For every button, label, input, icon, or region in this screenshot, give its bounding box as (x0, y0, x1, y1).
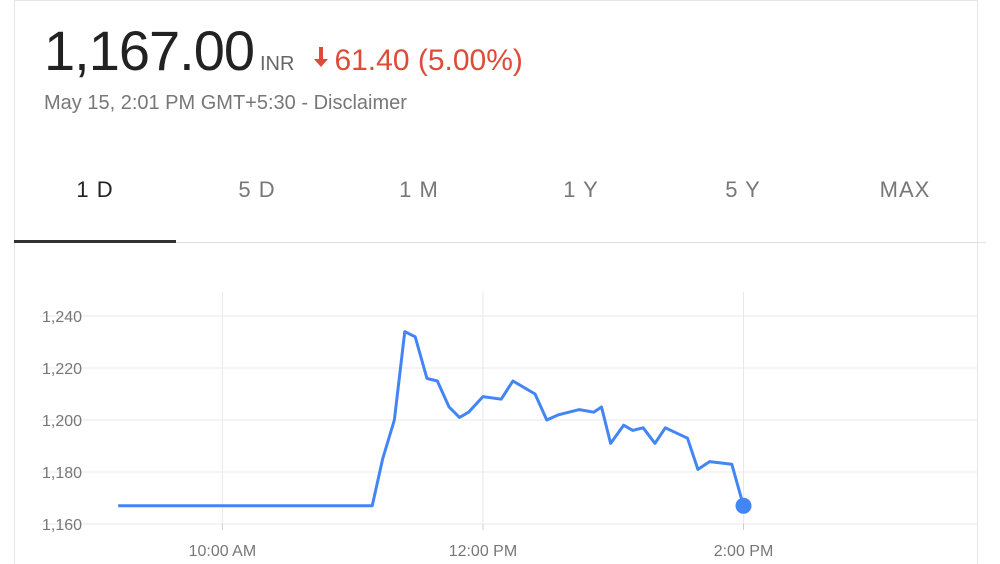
price: 1,167.00 (44, 19, 255, 82)
currency: INR (259, 53, 295, 75)
last-point (735, 497, 752, 514)
timestamp-text: May 15, 2:01 PM GMT+5:30 - (44, 92, 314, 114)
range-tab[interactable]: 5 D (238, 177, 276, 202)
x-tick-label: 12:00 PM (449, 543, 517, 560)
range-tab[interactable]: MAX (879, 177, 931, 202)
card (14, 0, 978, 564)
y-tick-label: 1,220 (42, 361, 82, 378)
y-tick-label: 1,240 (42, 309, 82, 326)
down-arrow (314, 47, 329, 67)
y-tick-label: 1,200 (42, 413, 82, 430)
range-tab[interactable]: 1 D (14, 160, 176, 243)
range-tab[interactable]: 1 M (399, 177, 439, 202)
range-tabs: 1 D 5 D 1 M 1 Y 5 Y MAX (14, 160, 986, 243)
disclaimer-link[interactable]: Disclaimer (313, 92, 407, 114)
price-row: 1,167.00 INR 61.40 (5.00%) (44, 18, 523, 83)
x-tick-label: 2:00 PM (714, 543, 774, 560)
y-tick-label: 1,180 (42, 465, 82, 482)
range-tab[interactable]: 5 Y (725, 177, 761, 202)
y-tick-label: 1,160 (42, 517, 82, 534)
x-tick-label: 10:00 AM (189, 543, 257, 560)
price-change: 61.40 (5.00%) (334, 44, 523, 77)
price-line (118, 330, 745, 508)
range-tab[interactable]: 1 Y (563, 177, 599, 202)
timestamp: May 15, 2:01 PM GMT+5:30 - Disclaimer (44, 92, 407, 115)
